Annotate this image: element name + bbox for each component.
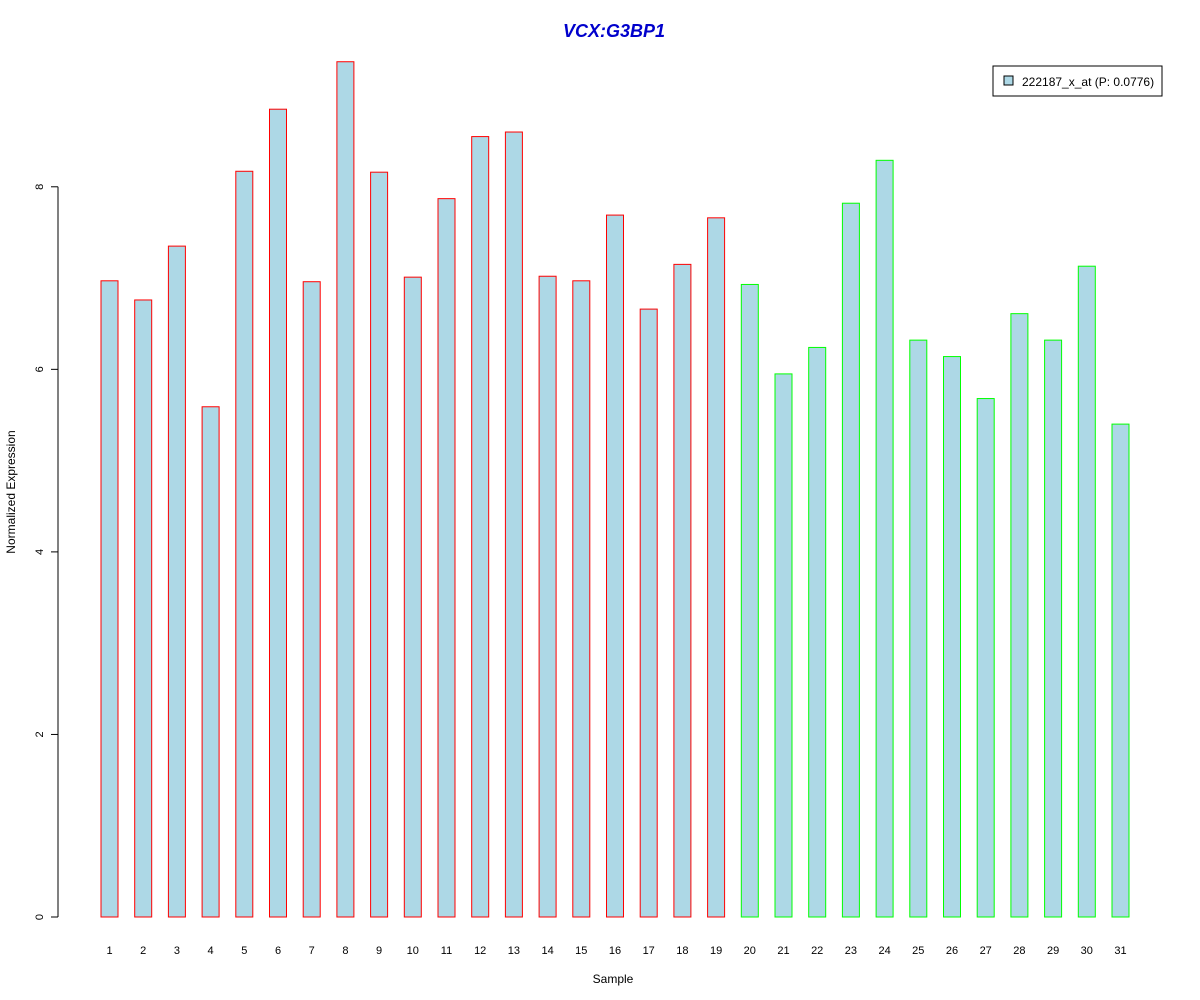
x-tick-label: 2 xyxy=(140,945,146,957)
bar-sample-21 xyxy=(774,373,793,918)
x-tick-label: 16 xyxy=(609,945,621,957)
bar-sample-27 xyxy=(976,398,995,918)
x-tick-label: 4 xyxy=(208,945,214,957)
bar-sample-30 xyxy=(1077,265,1096,918)
bar-sample-4 xyxy=(201,406,220,918)
bar-sample-16 xyxy=(606,214,624,918)
y-tick-label: 4 xyxy=(34,549,46,555)
x-tick-label: 8 xyxy=(342,945,348,957)
x-tick-label: 19 xyxy=(710,945,722,957)
bar-sample-20 xyxy=(740,283,759,918)
bar-sample-13 xyxy=(504,131,523,918)
x-tick-label: 29 xyxy=(1047,945,1059,957)
bar-sample-1 xyxy=(100,280,119,918)
bar-sample-18 xyxy=(673,263,692,918)
x-tick-label: 5 xyxy=(241,945,247,957)
x-tick-label: 1 xyxy=(106,945,112,957)
x-tick-label: 12 xyxy=(474,945,486,957)
y-tick-label: 6 xyxy=(34,366,46,372)
bar-sample-3 xyxy=(167,245,186,918)
bar-sample-10 xyxy=(403,276,422,918)
x-tick-label: 10 xyxy=(407,945,419,957)
y-tick-label: 0 xyxy=(34,914,46,920)
x-tick-label: 22 xyxy=(811,945,823,957)
y-axis-label: Normalized Expression xyxy=(4,430,18,553)
x-tick-label: 9 xyxy=(376,945,382,957)
bar-sample-14 xyxy=(538,275,557,918)
legend-label: 222187_x_at (P: 0.0776) xyxy=(1022,75,1154,89)
bar-sample-5 xyxy=(235,170,254,918)
bar-sample-7 xyxy=(302,281,321,918)
y-tick-label: 2 xyxy=(34,731,46,737)
x-tick-label: 24 xyxy=(878,945,890,957)
bar-sample-24 xyxy=(875,159,894,918)
x-tick-label: 26 xyxy=(946,945,958,957)
bar-sample-25 xyxy=(909,339,928,918)
x-tick-label: 31 xyxy=(1114,945,1126,957)
x-tick-label: 20 xyxy=(744,945,756,957)
x-tick-label: 21 xyxy=(777,945,789,957)
bar-sample-12 xyxy=(471,136,490,918)
legend: 222187_x_at (P: 0.0776) xyxy=(992,65,1163,97)
bar-sample-8 xyxy=(336,61,355,918)
x-tick-label: 11 xyxy=(441,945,452,957)
x-tick-label: 28 xyxy=(1013,945,1025,957)
bar-sample-15 xyxy=(572,280,591,918)
x-tick-label: 3 xyxy=(174,945,180,957)
legend-swatch xyxy=(1003,75,1014,86)
x-tick-label: 23 xyxy=(845,945,857,957)
bars-group xyxy=(100,61,1130,918)
bar-sample-11 xyxy=(437,198,456,918)
y-axis: 0 2 4 6 8 xyxy=(34,184,59,920)
bar-sample-26 xyxy=(943,356,961,918)
x-axis-label: Sample xyxy=(593,972,634,986)
bar-sample-17 xyxy=(639,308,658,918)
bar-sample-6 xyxy=(269,108,287,918)
x-tick-label: 13 xyxy=(508,945,520,957)
bar-sample-31 xyxy=(1111,423,1130,918)
x-tick-label: 17 xyxy=(643,945,655,957)
x-tick-label: 27 xyxy=(980,945,992,957)
bar-sample-19 xyxy=(707,217,726,918)
y-tick-label: 8 xyxy=(34,184,46,190)
x-tick-label: 7 xyxy=(309,945,315,957)
bar-sample-29 xyxy=(1044,339,1063,918)
x-tick-label: 14 xyxy=(541,945,553,957)
x-tick-label: 15 xyxy=(575,945,587,957)
bar-sample-23 xyxy=(841,202,860,918)
bar-sample-9 xyxy=(370,171,389,918)
x-tick-labels: 1 2 3 4 5 6 7 8 9 10 11 12 13 14 15 16 17 18 19 20 21 22 23 24 2… xyxy=(106,945,1126,957)
bar-sample-28 xyxy=(1010,313,1029,918)
chart-title: VCX:G3BP1 xyxy=(563,21,665,41)
x-tick-label: 30 xyxy=(1081,945,1093,957)
bar-sample-2 xyxy=(134,299,153,918)
x-tick-label: 25 xyxy=(912,945,924,957)
x-tick-label: 6 xyxy=(275,945,281,957)
bar-sample-22 xyxy=(808,346,827,918)
legend-box xyxy=(992,65,1163,97)
x-tick-label: 18 xyxy=(676,945,688,957)
